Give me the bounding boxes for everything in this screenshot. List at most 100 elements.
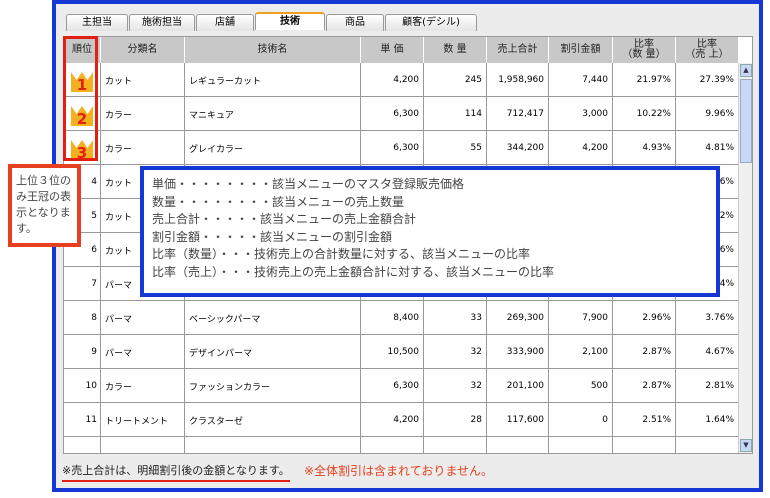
- cell: 8: [64, 301, 101, 335]
- cell: [185, 437, 361, 453]
- table-row[interactable]: 10 カラー ファッションカラー 6,300 32 201,100 500 2.87% 2.81…: [64, 369, 739, 403]
- cell: 2.87%: [613, 335, 676, 369]
- cell: 11: [64, 403, 101, 437]
- cell: 344,200: [487, 131, 549, 165]
- tab-bar: 主担当 施術担当 店舗 技術 商品 顧客(デシル): [66, 12, 478, 31]
- tab-5[interactable]: 顧客(デシル): [385, 14, 477, 31]
- cell: [361, 437, 424, 453]
- cell: ベーシックパーマ: [185, 301, 361, 335]
- tab-4[interactable]: 商品: [326, 14, 384, 31]
- cell: 32: [424, 335, 487, 369]
- table-row[interactable]: 1 カット レギュラーカット 4,200 245 1,958,960 7,440 21.97%…: [64, 63, 739, 97]
- column-header[interactable]: 単 価: [361, 37, 424, 63]
- scroll-thumb[interactable]: [740, 79, 752, 163]
- cell: 1,958,960: [487, 63, 549, 97]
- cell: ファッションカラー: [185, 369, 361, 403]
- cell: クラスターゼ: [185, 403, 361, 437]
- cell: [549, 437, 613, 453]
- footer-note-sales: ※売上合計は、明細割引後の金額となります。: [62, 462, 290, 482]
- cell: パーマ: [101, 301, 185, 335]
- rank-number: 1: [76, 76, 88, 94]
- table-row[interactable]: [64, 437, 739, 453]
- cell: カラー: [101, 131, 185, 165]
- cell: [64, 437, 101, 453]
- column-legend: 単価・・・・・・・・該当メニューのマスタ登録販売価格 数量・・・・・・・・該当メニ…: [140, 166, 720, 297]
- tab-1[interactable]: 施術担当: [129, 14, 195, 31]
- cell: 3.76%: [676, 301, 739, 335]
- cell: 2,100: [549, 335, 613, 369]
- cell: [487, 437, 549, 453]
- cell: 7,440: [549, 63, 613, 97]
- cell: 10: [64, 369, 101, 403]
- cell: 4,200: [549, 131, 613, 165]
- legend-line: 数量・・・・・・・・該当メニューの売上数量: [152, 194, 405, 209]
- cell: 0: [549, 403, 613, 437]
- column-header[interactable]: 比率 （数 量）: [613, 37, 676, 63]
- table-row[interactable]: 3 カラー グレイカラー 6,300 55 344,200 4,200 4.93% 4.81%: [64, 131, 739, 165]
- cell: 712,417: [487, 97, 549, 131]
- column-header[interactable]: 分類名: [101, 37, 185, 63]
- cell: 333,900: [487, 335, 549, 369]
- cell: 2.51%: [613, 403, 676, 437]
- cell: 55: [424, 131, 487, 165]
- legend-line: 割引金額・・・・・該当メニューの割引金額: [152, 229, 393, 244]
- cell: 10,500: [361, 335, 424, 369]
- table-row[interactable]: 9 パーマ デザインパーマ 10,500 32 333,900 2,100 2.87% 4.67…: [64, 335, 739, 369]
- cell: 4.67%: [676, 335, 739, 369]
- column-header[interactable]: 数 量: [424, 37, 487, 63]
- cell: 4.81%: [676, 131, 739, 165]
- cell: 4.93%: [613, 131, 676, 165]
- rank-number: 2: [76, 110, 88, 128]
- cell: 114: [424, 97, 487, 131]
- cell: パーマ: [101, 335, 185, 369]
- scroll-up-icon[interactable]: ▲: [740, 64, 752, 77]
- cell: 8,400: [361, 301, 424, 335]
- table-row[interactable]: 11 トリートメント クラスターゼ 4,200 28 117,600 0 2.51% 1.64%: [64, 403, 739, 437]
- table-row[interactable]: 8 パーマ ベーシックパーマ 8,400 33 269,300 7,900 2.96% 3.76…: [64, 301, 739, 335]
- cell: 117,600: [487, 403, 549, 437]
- crown-icon: 3: [70, 134, 94, 162]
- cell: 9: [64, 335, 101, 369]
- cell: 245: [424, 63, 487, 97]
- legend-line: 比率（数量）・・・技術売上の合計数量に対する、該当メニューの比率: [152, 247, 531, 261]
- cell: 3,000: [549, 97, 613, 131]
- crown-icon: 2: [70, 100, 94, 128]
- cell: カラー: [101, 369, 185, 403]
- cell: 2.96%: [613, 301, 676, 335]
- cell: 33: [424, 301, 487, 335]
- column-header[interactable]: 比率 （売 上）: [676, 37, 739, 63]
- column-header[interactable]: 売上合計: [487, 37, 549, 63]
- cell: 6,300: [361, 97, 424, 131]
- cell: 201,100: [487, 369, 549, 403]
- scroll-down-icon[interactable]: ▼: [740, 439, 752, 452]
- column-header[interactable]: 割引金額: [549, 37, 613, 63]
- cell: 1.64%: [676, 403, 739, 437]
- cell: 2.87%: [613, 369, 676, 403]
- cell: 6,300: [361, 369, 424, 403]
- column-header[interactable]: 順位: [64, 37, 101, 63]
- vertical-scrollbar[interactable]: ▲ ▼: [738, 63, 752, 453]
- cell: カラー: [101, 97, 185, 131]
- cell: 28: [424, 403, 487, 437]
- legend-line: 売上合計・・・・・該当メニューの売上金額合計: [152, 212, 417, 226]
- cell: 7: [64, 267, 101, 301]
- cell: 2.81%: [676, 369, 739, 403]
- tab-3[interactable]: 技術: [255, 12, 325, 30]
- cell: レギュラーカット: [185, 63, 361, 97]
- table-row[interactable]: 2 カラー マニキュア 6,300 114 712,417 3,000 10.22% 9.96%: [64, 97, 739, 131]
- column-header[interactable]: 技術名: [185, 37, 361, 63]
- cell: 21.97%: [613, 63, 676, 97]
- cell: 4,200: [361, 63, 424, 97]
- cell: 32: [424, 369, 487, 403]
- cell: 4: [64, 165, 101, 199]
- footer-note-discount: ※全体割引は含まれておりません。: [304, 464, 493, 478]
- tab-2[interactable]: 店舗: [196, 14, 254, 31]
- cell: 27.39%: [676, 63, 739, 97]
- tab-0[interactable]: 主担当: [66, 14, 128, 31]
- rank-column-highlight: [63, 36, 98, 161]
- table-header: 順位 分類名 技術名単 価数 量売上合計 割引金額 比率 （数 量） 比率 （売 上）: [64, 37, 739, 63]
- cell: 6,300: [361, 131, 424, 165]
- cell: デザインパーマ: [185, 335, 361, 369]
- cell: カット: [101, 63, 185, 97]
- cell: [101, 437, 185, 453]
